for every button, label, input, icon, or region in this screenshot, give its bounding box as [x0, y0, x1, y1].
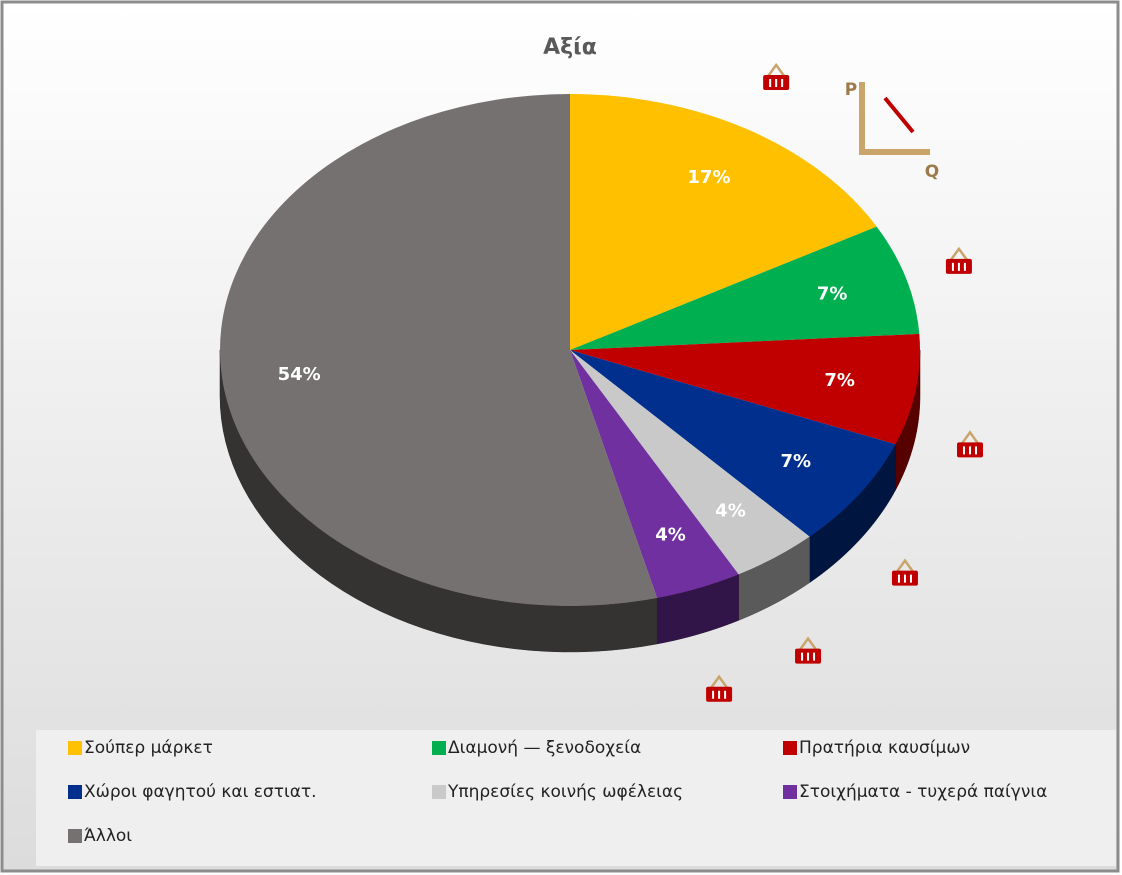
slice: [570, 94, 877, 350]
axis-letter: P: [845, 80, 857, 100]
basket-slots: [951, 262, 966, 271]
basket-handle: [961, 430, 980, 445]
data-label: 4%: [715, 501, 746, 522]
pq-icon: P Q: [845, 80, 939, 182]
data-label: 7%: [781, 451, 812, 472]
legend-label: Υπηρεσίες κοινής ωφέλειας: [447, 782, 683, 802]
legend-label: Σούπερ μάρκετ: [84, 738, 213, 758]
legend-swatch: [783, 741, 797, 755]
legend-swatch: [432, 785, 446, 799]
basket-icon: [763, 62, 790, 91]
basket-slots: [712, 690, 727, 699]
slice: [570, 350, 810, 575]
slice: [570, 350, 739, 598]
legend-label: Διαμονή — ξενοδοχεία: [448, 738, 641, 758]
basket-icon: [945, 246, 972, 274]
axis-letter: Q: [925, 162, 939, 182]
data-label: 7%: [824, 370, 855, 391]
basket-icon: [795, 636, 822, 664]
slice: [219, 94, 658, 606]
legend-label: Άλλοι: [84, 826, 132, 846]
data-label: 7%: [817, 283, 848, 304]
slice: [570, 226, 920, 350]
slice: [570, 333, 920, 445]
slice: [570, 350, 896, 537]
basket-icon: [957, 430, 984, 458]
basket-slots: [769, 79, 784, 88]
legend-swatch: [68, 741, 82, 755]
data-label: 54%: [278, 364, 321, 385]
data-label: 4%: [655, 525, 686, 546]
basket-handle: [895, 558, 914, 573]
basket-handle: [949, 246, 968, 261]
data-label: 17%: [687, 167, 730, 188]
basket-icon: [706, 674, 733, 702]
chart-title: Αξία: [543, 35, 597, 60]
legend-label: Πρατήρια καυσίμων: [799, 738, 970, 758]
basket-handle: [710, 674, 729, 689]
basket-slots: [963, 446, 978, 455]
legend-swatch: [68, 829, 82, 843]
basket-icon: [891, 558, 918, 586]
legend-label: Στοιχήματα - τυχερά παίγνια: [799, 782, 1047, 802]
basket-handle: [767, 62, 786, 77]
basket-slots: [801, 652, 816, 661]
legend-area: [36, 730, 1116, 866]
legend-swatch: [783, 785, 797, 799]
legend-swatch: [68, 785, 82, 799]
basket-slots: [897, 574, 912, 583]
legend-label: Χώροι φαγητού και εστιατ.: [84, 782, 317, 802]
legend-swatch: [432, 741, 446, 755]
basket-handle: [799, 636, 818, 651]
